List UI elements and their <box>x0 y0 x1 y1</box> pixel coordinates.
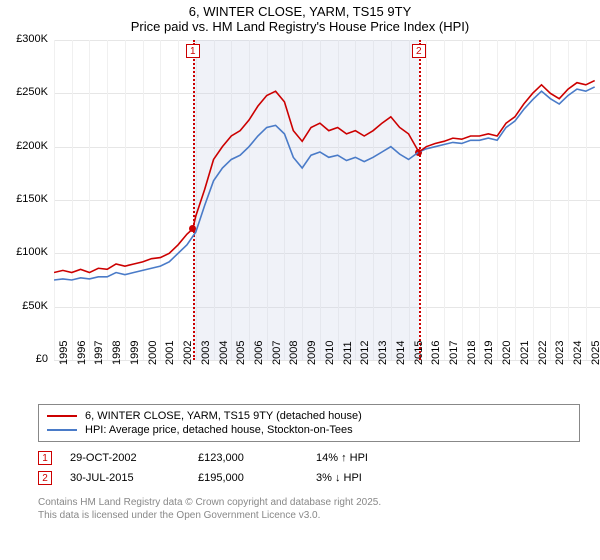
x-axis-label: 2005 <box>235 341 247 365</box>
footer-text: Contains HM Land Registry data © Crown c… <box>38 496 580 522</box>
sales-annotations: 1 29-OCT-2002 £123,000 14% ↑ HPI 2 30-JUL-201… <box>38 448 580 488</box>
y-axis-label: £150K <box>4 193 48 205</box>
legend-label: 6, WINTER CLOSE, YARM, TS15 9TY (detache… <box>85 410 362 422</box>
y-axis-label: £300K <box>4 33 48 45</box>
y-axis-label: £100K <box>4 246 48 258</box>
sale-row: 2 30-JUL-2015 £195,000 3% ↓ HPI <box>38 468 580 488</box>
legend-line-icon <box>47 415 77 417</box>
x-axis-label: 2024 <box>572 341 584 365</box>
y-axis-label: £200K <box>4 140 48 152</box>
x-axis-label: 2015 <box>413 341 425 365</box>
y-axis-label: £50K <box>4 300 48 312</box>
footer-line-1: Contains HM Land Registry data © Crown c… <box>38 496 580 509</box>
x-axis-label: 2012 <box>359 341 371 365</box>
x-axis-label: 2013 <box>377 341 389 365</box>
x-axis-label: 2014 <box>395 341 407 365</box>
sale-delta: 14% ↑ HPI <box>316 452 368 464</box>
y-axis-label: £0 <box>4 353 48 365</box>
x-axis-label: 1999 <box>129 341 141 365</box>
sale-row: 1 29-OCT-2002 £123,000 14% ↑ HPI <box>38 448 580 468</box>
sale-date: 29-OCT-2002 <box>70 452 180 464</box>
legend-item: HPI: Average price, detached house, Stoc… <box>47 423 571 437</box>
x-axis-label: 2000 <box>147 341 159 365</box>
x-axis-label: 2023 <box>554 341 566 365</box>
sale-date: 30-JUL-2015 <box>70 472 180 484</box>
x-axis-label: 2002 <box>182 341 194 365</box>
x-axis-label: 2020 <box>501 341 513 365</box>
x-axis-label: 1997 <box>93 341 105 365</box>
y-axis-label: £250K <box>4 86 48 98</box>
x-axis-label: 2010 <box>324 341 336 365</box>
series-property <box>54 81 595 273</box>
legend-line-icon <box>47 429 77 431</box>
sale-delta: 3% ↓ HPI <box>316 472 362 484</box>
x-axis-label: 2007 <box>271 341 283 365</box>
x-axis-label: 2019 <box>483 341 495 365</box>
sale-number-box: 1 <box>38 451 52 465</box>
sale-price: £123,000 <box>198 452 298 464</box>
x-axis-label: 2006 <box>253 341 265 365</box>
x-axis-label: 1998 <box>111 341 123 365</box>
x-axis-label: 1996 <box>76 341 88 365</box>
x-axis-label: 2009 <box>306 341 318 365</box>
x-axis-label: 2021 <box>519 341 531 365</box>
chart-subtitle: Price paid vs. HM Land Registry's House … <box>0 19 600 40</box>
legend: 6, WINTER CLOSE, YARM, TS15 9TY (detache… <box>38 404 580 442</box>
sale-price: £195,000 <box>198 472 298 484</box>
x-axis-label: 2022 <box>537 341 549 365</box>
chart-lines <box>54 40 600 360</box>
chart-title: 6, WINTER CLOSE, YARM, TS15 9TY <box>0 0 600 19</box>
x-axis-label: 2025 <box>590 341 600 365</box>
sale-number-box: 2 <box>38 471 52 485</box>
legend-label: HPI: Average price, detached house, Stoc… <box>85 424 353 436</box>
x-axis-label: 2011 <box>342 341 354 365</box>
chart-plot-area: 12 <box>54 40 600 360</box>
series-hpi <box>54 87 595 280</box>
x-axis-label: 2001 <box>164 341 176 365</box>
x-axis-label: 2008 <box>288 341 300 365</box>
x-axis-label: 2016 <box>430 341 442 365</box>
chart-container: 12 £0£50K£100K£150K£200K£250K£300K199519… <box>30 40 600 400</box>
x-axis-label: 2018 <box>466 341 478 365</box>
x-axis-label: 2004 <box>218 341 230 365</box>
x-axis-label: 1995 <box>58 341 70 365</box>
legend-item: 6, WINTER CLOSE, YARM, TS15 9TY (detache… <box>47 409 571 423</box>
x-axis-label: 2017 <box>448 341 460 365</box>
footer-line-2: This data is licensed under the Open Gov… <box>38 509 580 522</box>
x-axis-label: 2003 <box>200 341 212 365</box>
